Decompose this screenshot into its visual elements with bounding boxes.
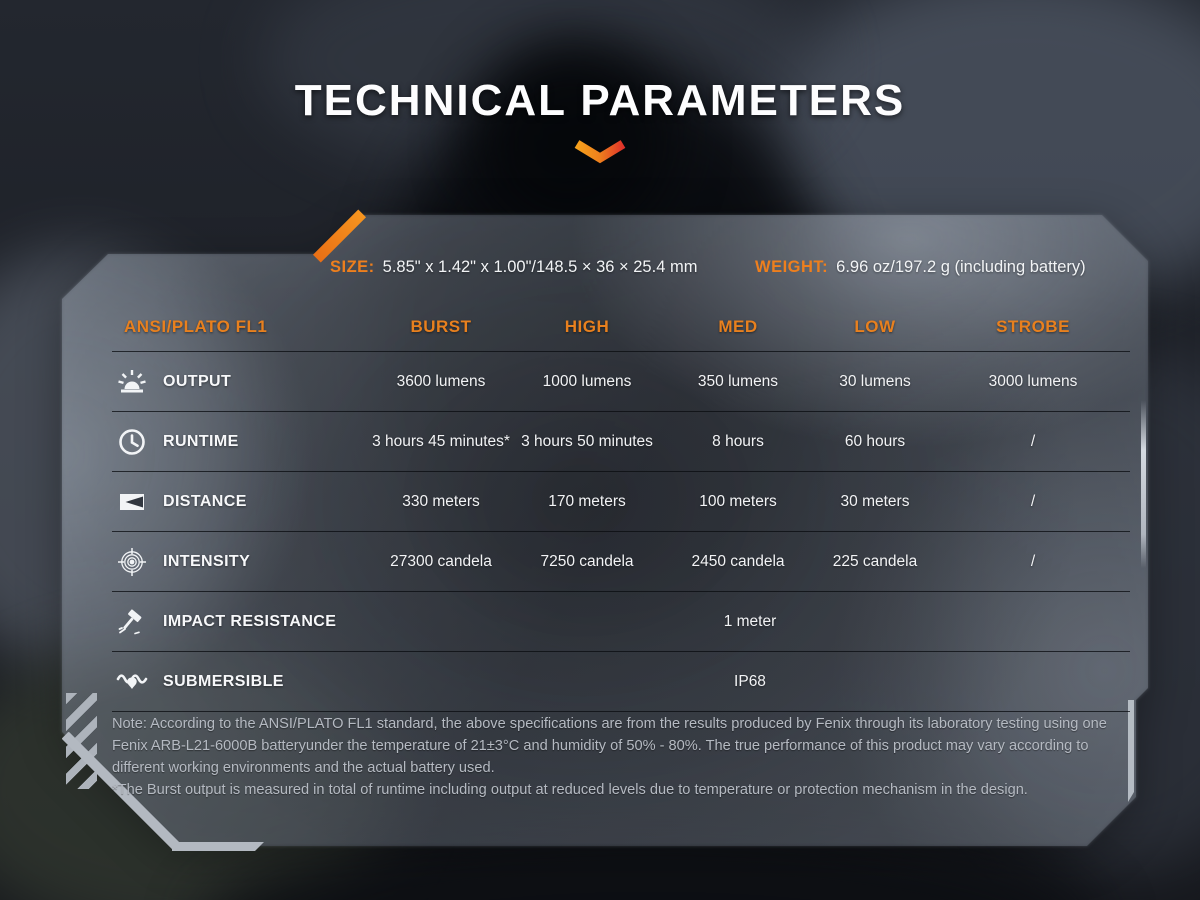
cell-value: / — [1030, 552, 1036, 570]
target-icon — [114, 546, 150, 578]
footnote-line: Note: According to the ANSI/PLATO FL1 st… — [112, 716, 1107, 776]
cell-value: 1000 lumens — [542, 372, 632, 390]
cell-value: 330 meters — [402, 492, 480, 510]
table-header-row: ANSI/PLATO FL1 BURST HIGH MED LOW STROBE — [112, 302, 1130, 352]
weight-value: 6.96 oz/197.2 g (including battery) — [836, 258, 1086, 276]
cell-value: 8 hours — [712, 432, 764, 450]
cell-value: 350 lumens — [697, 372, 779, 390]
row-label-cell: DISTANCE — [112, 486, 370, 518]
spec-panel — [62, 214, 1148, 848]
footnote-text: Note: According to the ANSI/PLATO FL1 st… — [112, 714, 1128, 802]
column-header: BURST — [410, 316, 472, 336]
table-row: OUTPUT 3600 lumens 1000 lumens 350 lumen… — [112, 352, 1130, 412]
water-drop-icon — [114, 666, 150, 698]
cell-value: 1 meter — [723, 612, 777, 630]
cell-value: IP68 — [734, 672, 766, 690]
row-label-cell: SUBMERSIBLE — [112, 666, 370, 698]
cell-value: 225 candela — [832, 552, 918, 570]
spec-panel-surface — [62, 215, 1148, 846]
clock-icon — [114, 426, 150, 458]
chevron-down-icon — [574, 140, 626, 164]
cell-value: 7250 candela — [540, 552, 634, 570]
column-header: HIGH — [564, 316, 610, 336]
column-header: LOW — [854, 316, 896, 336]
table-row: SUBMERSIBLE IP68 — [112, 652, 1130, 712]
row-label: SUBMERSIBLE — [163, 672, 284, 690]
cell-value: 30 meters — [840, 492, 910, 510]
row-label: DISTANCE — [163, 492, 247, 510]
size-spec: SIZE: 5.85" x 1.42" x 1.00"/148.5 × 36 × … — [330, 258, 697, 277]
light-output-icon — [114, 366, 150, 398]
column-header: ANSI/PLATO FL1 — [124, 316, 268, 336]
cell-value: 60 hours — [844, 432, 906, 450]
cell-value: / — [1030, 492, 1036, 510]
beam-distance-icon — [114, 486, 150, 518]
cell-value: 100 meters — [699, 492, 777, 510]
background-person-silhouette — [470, 40, 670, 240]
cell-value: 170 meters — [548, 492, 626, 510]
row-label-cell: RUNTIME — [112, 426, 370, 458]
cell-value: 2450 candela — [691, 552, 785, 570]
row-label-cell: INTENSITY — [112, 546, 370, 578]
page-title: TECHNICAL PARAMETERS — [294, 76, 906, 125]
cell-value: 3 hours 45 minutes* — [372, 432, 510, 450]
footnote-line: *The Burst output is measured in total o… — [112, 781, 1028, 798]
size-value: 5.85" x 1.42" x 1.00"/148.5 × 36 × 25.4 … — [382, 258, 698, 276]
cell-value: / — [1030, 432, 1036, 450]
row-label-cell: IMPACT RESISTANCE — [112, 606, 370, 638]
table-row: INTENSITY 27300 candela 7250 candela 245… — [112, 532, 1130, 592]
corner-accent-strip — [172, 842, 264, 851]
cell-value: 27300 candela — [390, 552, 492, 570]
cell-value: 3600 lumens — [396, 372, 486, 390]
weight-spec: WEIGHT: 6.96 oz/197.2 g (including batter… — [755, 258, 1086, 277]
table-row: DISTANCE 330 meters 170 meters 100 meter… — [112, 472, 1130, 532]
weight-label: WEIGHT: — [755, 258, 829, 276]
table-row: RUNTIME 3 hours 45 minutes* 3 hours 50 m… — [112, 412, 1130, 472]
edge-highlight-strip — [1128, 700, 1134, 802]
column-header: MED — [718, 316, 758, 336]
cell-value: 3 hours 50 minutes — [521, 432, 653, 450]
hammer-icon — [114, 606, 150, 638]
row-label: INTENSITY — [163, 552, 251, 570]
column-header: STROBE — [996, 316, 1070, 336]
cell-value: 30 lumens — [839, 372, 911, 390]
table-row: IMPACT RESISTANCE 1 meter — [112, 592, 1130, 652]
cell-value: 3000 lumens — [988, 372, 1078, 390]
size-label: SIZE: — [330, 258, 375, 276]
edge-highlight-strip — [1141, 400, 1146, 568]
row-label-cell: OUTPUT — [112, 366, 370, 398]
row-label: RUNTIME — [163, 432, 239, 450]
row-label: OUTPUT — [163, 372, 232, 390]
spec-table: ANSI/PLATO FL1 BURST HIGH MED LOW STROBE — [112, 302, 1130, 712]
row-label: IMPACT RESISTANCE — [163, 612, 337, 630]
